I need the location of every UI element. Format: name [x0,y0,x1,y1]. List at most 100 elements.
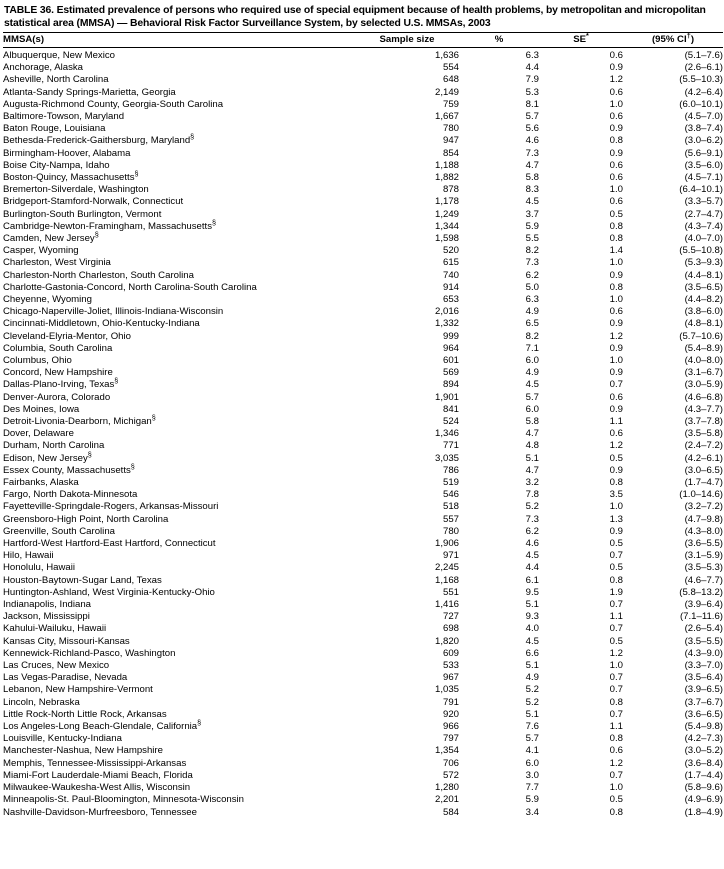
cell-percent: 4.9 [525,367,539,379]
cell-sample-size: 1,188 [434,159,459,171]
cell-ci: (3.9–6.4) [684,599,723,611]
mmsa-footnote-marker: § [151,412,156,422]
cell-ci: (4.9–6.9) [684,794,723,806]
cell-mmsa: Cambridge-Newton-Framingham, Massachuset… [3,218,355,233]
cell-ci: (4.6–7.7) [684,574,723,586]
mmsa-label: Manchester-Nashua, New Hampshire [3,745,163,757]
cell-mmsa: Kansas City, Missouri-Kansas [3,636,355,648]
table-row: Columbia, South Carolina 964 7.1 0.9 (5.4–8.… [3,343,723,355]
cell-sample-size: 1,882 [434,171,459,183]
cell-se: 0.8 [609,806,623,818]
cell-mmsa: Kennewick-Richland-Pasco, Washington [3,648,355,660]
cell-mmsa: Charlotte-Gastonia-Concord, North Caroli… [3,282,355,294]
cell-ci: (4.4–8.1) [684,269,723,281]
cell-mmsa: Nashville-Davidson-Murfreesboro, Tenness… [3,807,355,819]
cell-percent: 4.5 [525,379,539,391]
cell-mmsa: Indianapolis, Indiana [3,599,355,611]
cell-mmsa: Huntington-Ashland, West Virginia-Kentuc… [3,587,355,599]
table-row: Milwaukee-Waukesha-West Allis, Wisconsin… [3,782,723,794]
cell-percent: 7.3 [525,513,539,525]
prevalence-table: MMSA(s) Sample size % SE* (95% CI†) Albu… [3,32,723,818]
cell-mmsa: Denver-Aurora, Colorado [3,392,355,404]
mmsa-label: Camden, New Jersey [3,232,95,244]
cell-ci: (1.8–4.9) [684,806,723,818]
mmsa-label: Essex County, Massachusetts [3,464,131,476]
mmsa-label: Jackson, Mississippi [3,611,90,623]
mmsa-label: Birmingham-Hoover, Alabama [3,147,131,159]
cell-se: 1.0 [609,293,623,305]
cell-sample-size: 2,245 [434,562,459,574]
mmsa-label: Dallas-Plano-Irving, Texas [3,379,115,391]
cell-mmsa: Baton Rouge, Louisiana [3,123,355,135]
cell-percent: 6.0 [525,403,539,415]
cell-percent: 4.6 [525,538,539,550]
cell-percent: 5.7 [525,733,539,745]
cell-percent: 6.3 [525,293,539,305]
cell-se: 1.9 [609,586,623,598]
cell-sample-size: 791 [442,696,459,708]
table-row: Concord, New Hampshire 569 4.9 0.9 (3.1–6.7) [3,367,723,379]
cell-ci: (7.1–11.6) [679,611,723,623]
cell-mmsa: Durham, North Carolina [3,440,355,452]
cell-percent: 6.0 [525,354,539,366]
cell-mmsa: Boston-Quincy, Massachusetts§ [3,170,355,184]
cell-se: 0.6 [609,110,623,122]
mmsa-footnote-marker: § [130,461,135,471]
cell-se: 1.1 [609,416,623,427]
mmsa-label: Detroit-Livonia-Dearborn, Michigan [3,416,152,427]
cell-sample-size: 1,168 [434,574,459,586]
mmsa-label: Fairbanks, Alaska [3,477,79,489]
column-header-ci: (95% CI†) [623,32,723,49]
cell-mmsa: Los Angeles-Long Beach-Glendale, Califor… [3,719,355,733]
cell-percent: 6.5 [525,318,539,330]
cell-mmsa: Las Cruces, New Mexico [3,660,355,672]
column-header-se: SE* [539,32,623,49]
cell-ci: (1.7–4.4) [684,769,723,781]
table-row: Anchorage, Alaska 554 4.4 0.9 (2.6–6.1) [3,62,723,74]
cell-ci: (3.5–6.0) [684,159,723,171]
cell-sample-size: 1,280 [434,782,459,794]
mmsa-label: Kahului-Wailuku, Hawaii [3,623,107,635]
cell-percent: 5.1 [525,599,539,611]
cell-ci: (1.7–4.7) [684,477,723,489]
cell-se: 1.0 [609,782,623,794]
cell-se: 0.9 [609,147,623,159]
mmsa-label: Kennewick-Richland-Pasco, Washington [3,647,176,659]
cell-ci: (6.0–10.1) [679,98,723,110]
cell-se: 0.6 [609,196,623,208]
cell-se: 0.6 [609,745,623,757]
cell-ci: (3.2–7.2) [684,501,723,513]
cell-sample-size: 569 [442,367,459,379]
cell-sample-size: 894 [442,379,459,391]
cell-percent: 5.2 [525,696,539,708]
mmsa-label: Charlotte-Gastonia-Concord, North Caroli… [3,281,257,293]
cell-ci: (3.3–5.7) [684,196,723,208]
cell-se: 0.8 [609,220,623,232]
column-header-percent: % [459,32,539,49]
cell-se: 0.6 [609,49,623,61]
cell-percent: 5.1 [525,708,539,720]
cell-sample-size: 557 [442,513,459,525]
cell-sample-size: 3,035 [434,452,459,464]
cell-ci: (3.5–6.4) [684,672,723,684]
cell-se: 0.8 [609,281,623,293]
cell-percent: 6.2 [525,269,539,281]
cell-se: 0.5 [609,538,623,550]
cell-ci: (3.1–6.7) [684,367,723,379]
cell-mmsa: Charleston-North Charleston, South Carol… [3,270,355,282]
cell-ci: (2.7–4.7) [684,208,723,220]
cell-ci: (4.2–7.3) [684,733,723,745]
cell-sample-size: 1,636 [434,49,459,61]
mmsa-label: Bremerton-Silverdale, Washington [3,184,149,196]
cell-percent: 3.2 [525,477,539,489]
cell-ci: (6.4–10.1) [679,184,723,196]
table-row: Little Rock-North Little Rock, Arkansas 9… [3,709,723,721]
cell-mmsa: Cleveland-Elyria-Mentor, Ohio [3,331,355,343]
table-row: Charleston-North Charleston, South Carol… [3,270,723,282]
cell-sample-size: 1,667 [434,110,459,122]
cell-ci: (4.7–9.8) [684,513,723,525]
table-row: Jackson, Mississippi 727 9.3 1.1 (7.1–11.6) [3,611,723,623]
cell-se: 0.8 [609,477,623,489]
cell-ci: (3.5–6.5) [684,281,723,293]
table-row: Denver-Aurora, Colorado 1,901 5.7 0.6 (4.6–6… [3,392,723,404]
